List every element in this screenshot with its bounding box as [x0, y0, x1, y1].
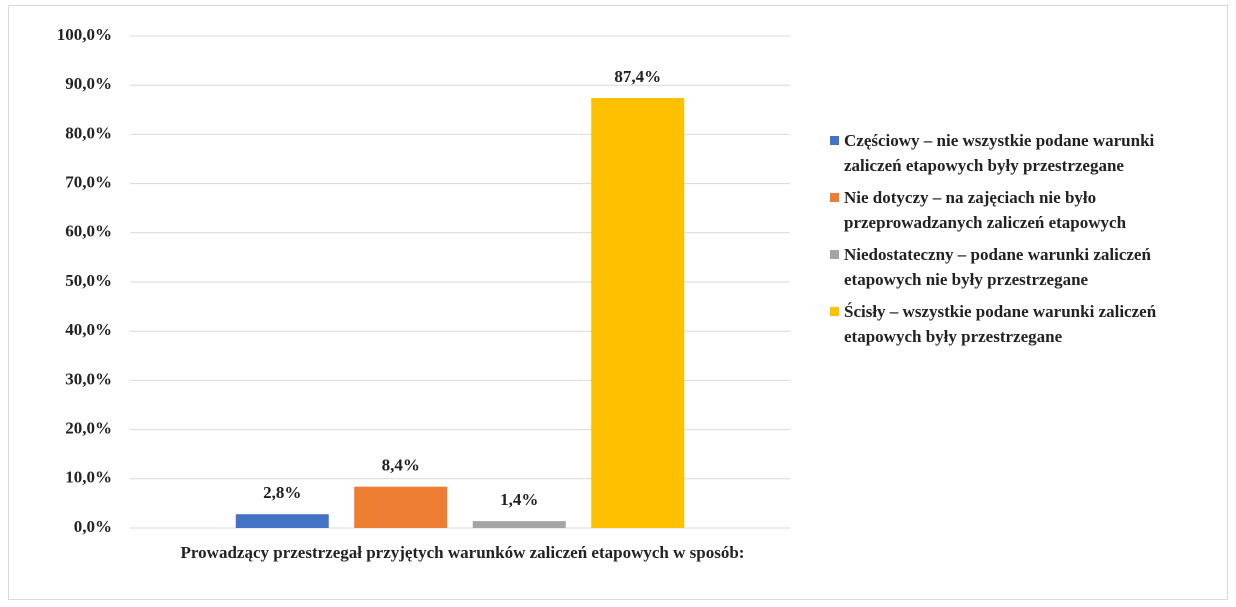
y-tick-label: 0,0% [74, 517, 112, 536]
y-tick-label: 90,0% [65, 74, 112, 93]
legend-swatch [830, 136, 839, 145]
bar [235, 514, 329, 528]
bar [472, 521, 566, 528]
legend-swatch [830, 250, 839, 259]
y-tick-label: 40,0% [65, 320, 112, 339]
y-tick-label: 100,0% [57, 25, 112, 44]
legend-swatch [830, 193, 839, 202]
legend-entry: Nie dotyczy – na zajęciach nie było prze… [830, 185, 1215, 235]
legend-entry: Częściowy – nie wszystkie podane warunki… [830, 128, 1215, 178]
legend-label: Ścisły – wszystkie podane warunki zalicz… [844, 302, 1157, 346]
bar [354, 486, 448, 528]
y-tick-label: 80,0% [65, 123, 112, 142]
data-label: 2,8% [263, 483, 301, 502]
data-label: 8,4% [382, 456, 420, 475]
legend: Częściowy – nie wszystkie podane warunki… [830, 128, 1215, 356]
legend-swatch [830, 307, 839, 316]
legend-label: Niedostateczny – podane warunki zaliczeń… [844, 245, 1151, 289]
y-tick-label: 70,0% [65, 173, 112, 192]
x-tick-label: Prowadzący przestrzegał przyjętych warun… [180, 543, 745, 562]
y-tick-label: 20,0% [65, 419, 112, 438]
data-label: 1,4% [500, 490, 538, 509]
legend-entry: Niedostateczny – podane warunki zaliczeń… [830, 242, 1215, 292]
bar [591, 97, 685, 528]
y-tick-label: 60,0% [65, 222, 112, 241]
data-label: 87,4% [614, 67, 661, 86]
legend-label: Nie dotyczy – na zajęciach nie było prze… [844, 188, 1127, 232]
y-tick-label: 50,0% [65, 271, 112, 290]
y-tick-label: 30,0% [65, 369, 112, 388]
legend-label: Częściowy – nie wszystkie podane warunki… [844, 131, 1155, 175]
legend-entry: Ścisły – wszystkie podane warunki zalicz… [830, 299, 1215, 349]
y-tick-label: 10,0% [65, 468, 112, 487]
